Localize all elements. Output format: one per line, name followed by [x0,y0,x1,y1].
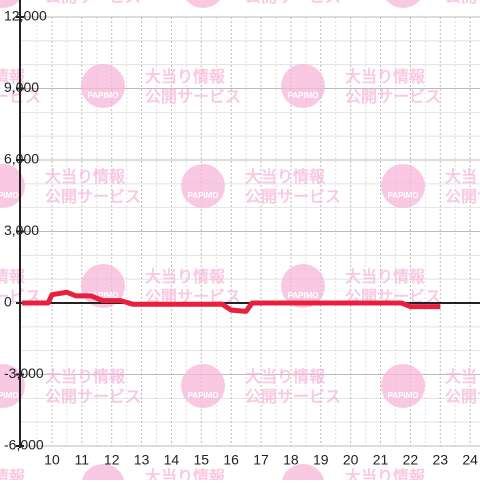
x-tick-label: 20 [343,452,359,468]
watermark-text: 大当り情報 [145,467,226,480]
watermark-text: 大当り情報 [245,367,326,386]
watermark-text: 公開サービス [45,188,141,206]
watermark-text: 公開サービス [445,388,480,406]
y-tick-label: -6,000 [4,437,44,453]
watermark-text: 公開サービス [245,188,341,206]
x-tick-label: 22 [403,452,419,468]
watermark-text: PAPIMO [88,91,119,100]
watermark-text: PAPIMO [288,91,319,100]
x-tick-label: 19 [313,452,329,468]
watermark-logo [381,0,425,8]
x-tick-label: 15 [194,452,210,468]
x-tick-label: 17 [253,452,269,468]
watermark-text: 大当り情報 [145,67,226,86]
watermark-logo [281,64,325,108]
watermark-text: PAPIMO [188,391,219,400]
watermark-text: 大当り情報 [245,167,326,186]
watermark-text: 公開サービス [345,88,441,106]
y-tick-label: 12,000 [4,8,47,24]
watermark-text: 公開サービス [445,188,480,206]
watermark-text: PAPIMO [188,191,219,200]
x-tick-label: 12 [104,452,120,468]
x-tick-label: 10 [44,452,60,468]
watermark-logo [381,364,425,408]
watermark-text: 公開サービス [245,0,341,6]
watermark-text: PAPIMO [0,191,18,200]
watermark-logo [81,64,125,108]
watermark-text: 大当り情報 [0,467,26,480]
watermark-text: 公開サービス [445,0,480,6]
x-tick-label: 23 [432,452,448,468]
watermark-text: 大当り情報 [145,267,226,286]
y-tick-label: 6,000 [4,151,39,167]
x-tick-label: 11 [75,452,90,468]
watermark-text: 大当り情報 [345,467,426,480]
watermark-text: 公開サービス [45,0,141,6]
watermark-text: 大当り情報 [45,167,126,186]
watermark-text: 大当り情報 [345,267,426,286]
watermark-text: PAPIMO [388,391,419,400]
watermark-text: 大当り情報 [45,367,126,386]
x-tick-label: 18 [283,452,299,468]
watermark-text: PAPIMO [388,191,419,200]
y-tick-label: 0 [4,294,12,310]
watermark-logo [181,164,225,208]
watermark-text: 公開サービス [245,388,341,406]
y-tick-label: 9,000 [4,79,39,95]
x-tick-label: 13 [134,452,150,468]
y-tick-label: 3,000 [4,222,39,238]
watermark-text: PAPIMO [0,391,18,400]
x-tick-label: 14 [164,452,180,468]
watermark-text: PAPIMO [288,291,319,300]
watermark-text: 公開サービス [145,88,241,106]
watermark-logo [181,364,225,408]
watermark-text: 公開サービス [45,388,141,406]
watermark-logo [0,164,25,208]
watermark-logo [381,164,425,208]
watermark-logo [181,0,225,8]
watermark-text: 大当り情報 [445,167,480,186]
x-tick-label: 16 [223,452,239,468]
x-tick-label: 24 [462,452,478,468]
watermark-text: 大当り情報 [345,67,426,86]
watermark-text: 大当り情報 [0,267,26,286]
watermark-text: 大当り情報 [445,367,480,386]
x-tick-label: 21 [373,452,389,468]
y-tick-label: -3,000 [4,365,44,381]
